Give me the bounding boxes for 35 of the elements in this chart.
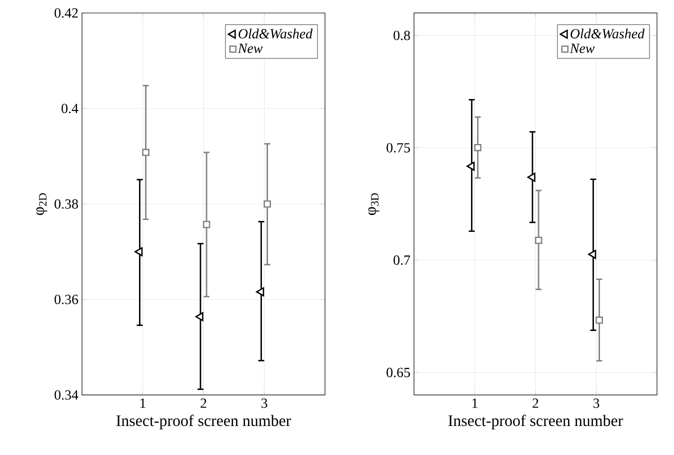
- point: [474, 144, 482, 152]
- y-tick-label: 0.4: [62, 104, 78, 114]
- point: [264, 200, 271, 208]
- legend-label: Old&Washed: [570, 28, 645, 39]
- x-tick-label: 3: [261, 398, 268, 408]
- point: [195, 312, 204, 322]
- point: [202, 220, 210, 228]
- y-tick-label: 0.7: [394, 255, 410, 265]
- y-tick-label: 0.8: [394, 30, 410, 40]
- y-axis-title: φ$_{3D}$: [368, 193, 380, 216]
- x-tick-label: 1: [472, 398, 478, 408]
- point: [527, 172, 536, 182]
- y-tick-label: 0.34: [54, 390, 78, 400]
- legend-label: New: [570, 44, 595, 54]
- point: [466, 162, 475, 171]
- y-tick-label: 0.75: [386, 143, 410, 153]
- x-tick-label: 2: [532, 398, 538, 408]
- y-tick-label: 0.36: [54, 294, 78, 304]
- legend-label: Old&Washed: [238, 28, 313, 39]
- legend-label: New: [238, 44, 263, 54]
- point: [134, 247, 143, 256]
- point: [534, 236, 542, 244]
- point: [256, 287, 264, 296]
- point: [142, 148, 150, 156]
- y-tick-label: 0.42: [54, 8, 78, 18]
- y-axis-title: φ$_{2D}$: [36, 193, 48, 216]
- x-tick-label: 3: [593, 398, 600, 408]
- x-tick-label: 1: [140, 398, 146, 408]
- x-axis-title: Insect-proof screen number: [448, 414, 624, 430]
- point: [596, 316, 603, 324]
- point: [588, 250, 596, 259]
- y-tick-label: 0.38: [54, 199, 78, 209]
- x-tick-label: 2: [200, 398, 206, 408]
- x-axis-title: Insect-proof screen number: [116, 414, 292, 430]
- y-tick-label: 0.65: [386, 368, 410, 378]
